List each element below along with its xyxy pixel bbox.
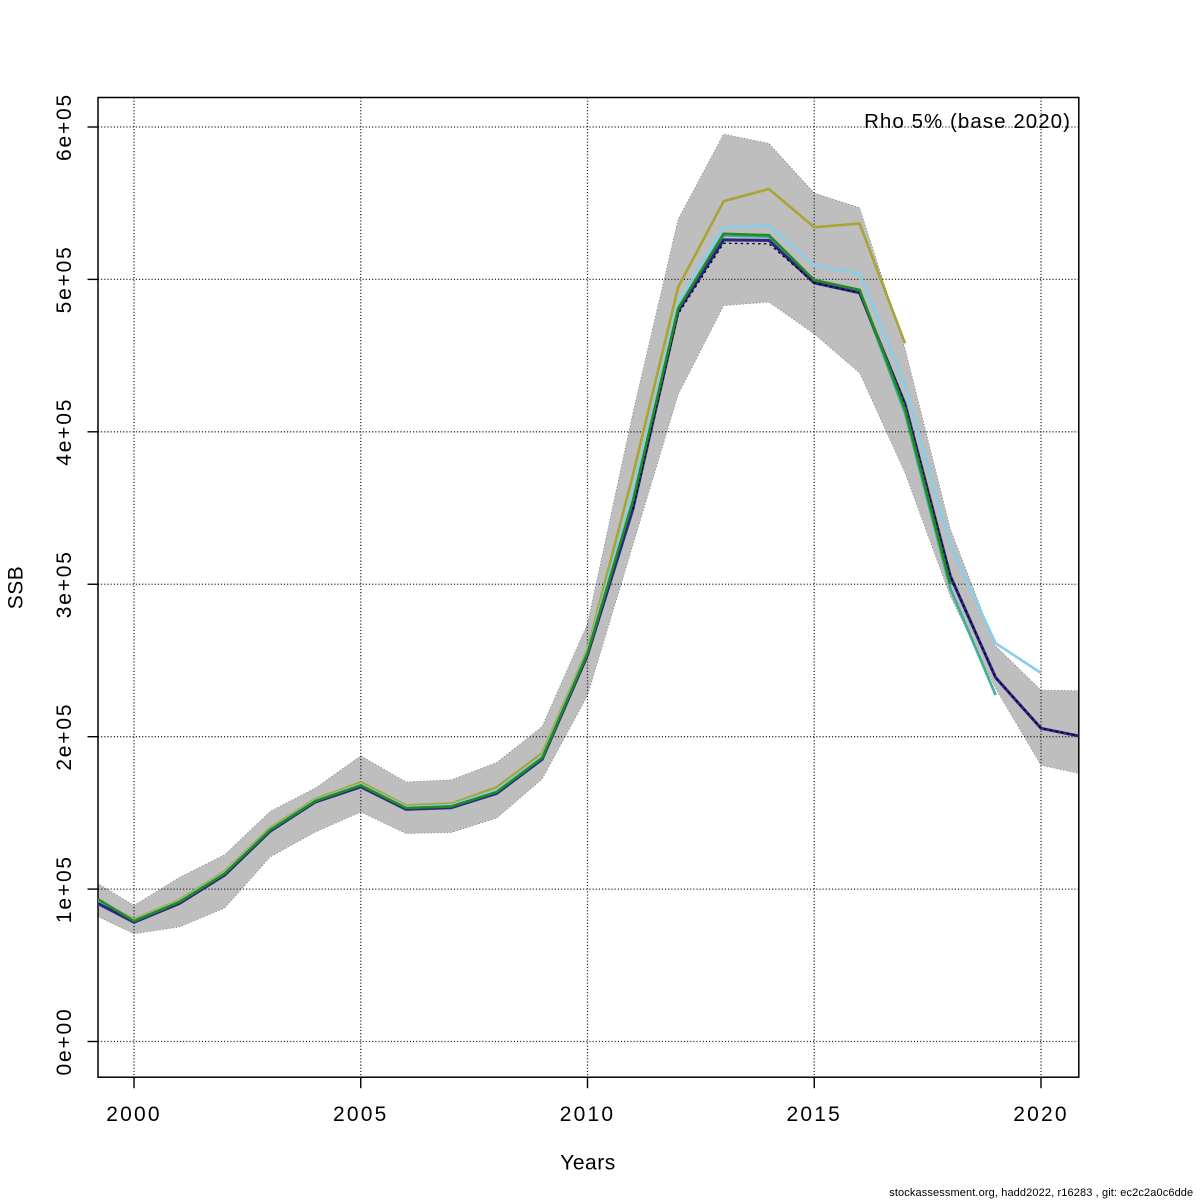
svg-text:0e+00: 0e+00: [53, 1008, 76, 1076]
svg-text:2e+05: 2e+05: [53, 703, 76, 771]
svg-text:4e+05: 4e+05: [53, 398, 76, 466]
svg-text:SSB: SSB: [5, 566, 28, 610]
svg-text:2020: 2020: [1013, 1103, 1069, 1126]
svg-text:3e+05: 3e+05: [53, 550, 76, 618]
svg-text:Rho 5% (base 2020): Rho 5% (base 2020): [864, 110, 1071, 133]
svg-text:stockassessment.org, hadd2022,: stockassessment.org, hadd2022, r16283 , …: [889, 1187, 1193, 1199]
svg-text:5e+05: 5e+05: [53, 245, 76, 313]
svg-text:1e+05: 1e+05: [53, 855, 76, 923]
svg-text:2005: 2005: [333, 1103, 389, 1126]
svg-text:2000: 2000: [106, 1103, 162, 1126]
svg-text:Years: Years: [560, 1151, 615, 1174]
svg-text:2015: 2015: [786, 1103, 842, 1126]
svg-text:6e+05: 6e+05: [53, 93, 76, 161]
svg-text:2010: 2010: [560, 1103, 616, 1126]
